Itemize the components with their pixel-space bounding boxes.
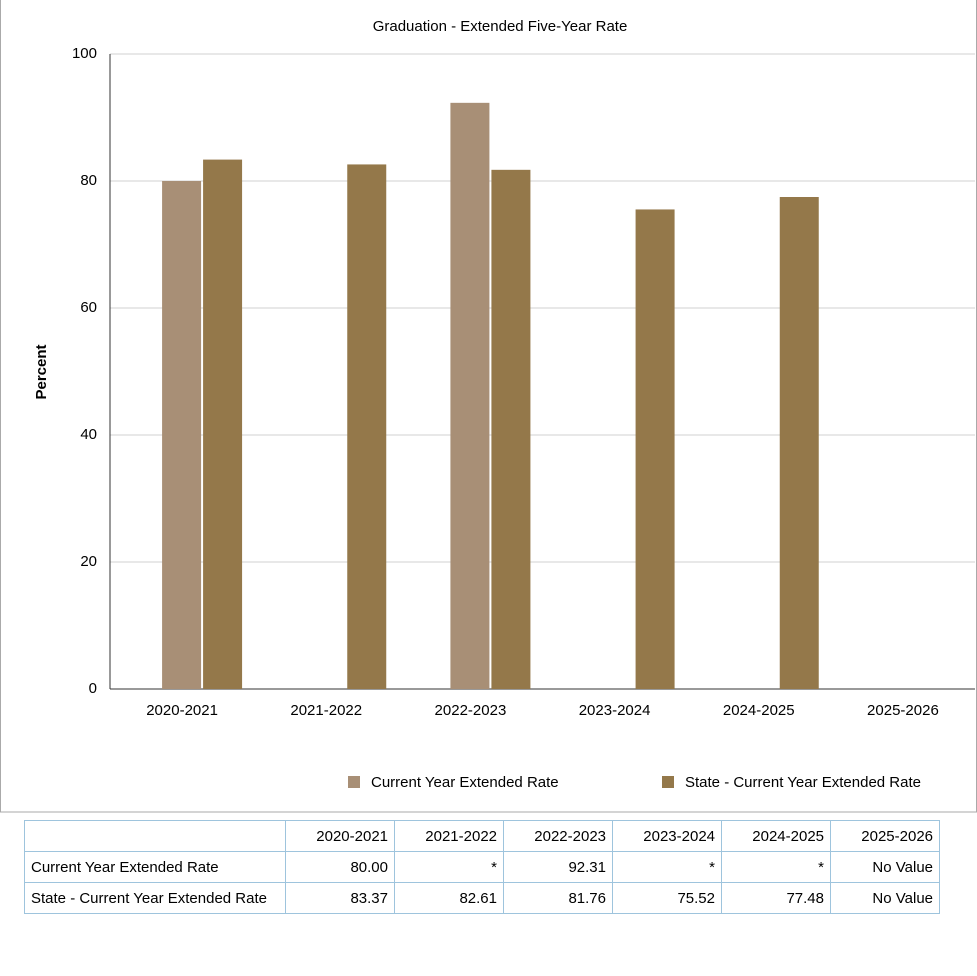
table-cell: 2025-2026 (830, 820, 940, 852)
bar (491, 169, 531, 690)
y-tick-label: 0 (89, 680, 97, 697)
bar (347, 164, 387, 689)
table-row: 2020-2021 2021-2022 2022-2023 2023-2024 2024… (24, 820, 940, 852)
bar (203, 159, 243, 690)
legend-label: Current Year Extended Rate (371, 774, 559, 791)
table-cell: 2024-2025 (721, 820, 831, 852)
x-tick-label: 2022-2023 (435, 702, 507, 719)
table-cell: 82.61 (394, 882, 504, 914)
bar (450, 102, 490, 690)
legend-swatch (348, 776, 360, 788)
chart: Graduation - Extended Five-Year Rate Per… (0, 0, 977, 813)
table-cell: 2023-2024 (612, 820, 722, 852)
x-tick-label: 2025-2026 (867, 702, 939, 719)
table-cell: 81.76 (503, 882, 613, 914)
x-tick-label: 2021-2022 (290, 702, 362, 719)
table-cell: Current Year Extended Rate (24, 851, 286, 883)
bar (635, 209, 675, 689)
y-tick-label: 80 (80, 172, 97, 189)
y-tick-label: 60 (80, 299, 97, 316)
table-cell (24, 820, 286, 852)
y-tick-label: 20 (80, 553, 97, 570)
x-tick-label: 2024-2025 (723, 702, 795, 719)
table-cell: No Value (830, 851, 940, 883)
chart-title: Graduation - Extended Five-Year Rate (373, 18, 628, 35)
data-table: 2020-2021 2021-2022 2022-2023 2023-2024 2024… (24, 820, 940, 914)
table-cell: 75.52 (612, 882, 722, 914)
table-row: State - Current Year Extended Rate 83.37 8… (24, 882, 940, 914)
bar (162, 181, 202, 689)
table-cell: No Value (830, 882, 940, 914)
table-cell: 77.48 (721, 882, 831, 914)
table-row: Current Year Extended Rate 80.00 * 92.31 * * N… (24, 851, 940, 883)
x-tick-label: 2023-2024 (579, 702, 651, 719)
table-cell: * (721, 851, 831, 883)
table-cell: 2022-2023 (503, 820, 613, 852)
legend-swatch (662, 776, 674, 788)
table-cell: State - Current Year Extended Rate (24, 882, 286, 914)
legend-label: State - Current Year Extended Rate (685, 774, 921, 791)
table-cell: * (612, 851, 722, 883)
table-cell: 83.37 (285, 882, 395, 914)
table-cell: 80.00 (285, 851, 395, 883)
y-tick-label: 40 (80, 426, 97, 443)
y-axis-label: Percent (33, 344, 50, 399)
table-cell: 2020-2021 (285, 820, 395, 852)
x-tick-label: 2020-2021 (146, 702, 218, 719)
bar (779, 197, 819, 689)
table-cell: 92.31 (503, 851, 613, 883)
y-tick-label: 100 (72, 45, 97, 62)
table-cell: * (394, 851, 504, 883)
table-cell: 2021-2022 (394, 820, 504, 852)
